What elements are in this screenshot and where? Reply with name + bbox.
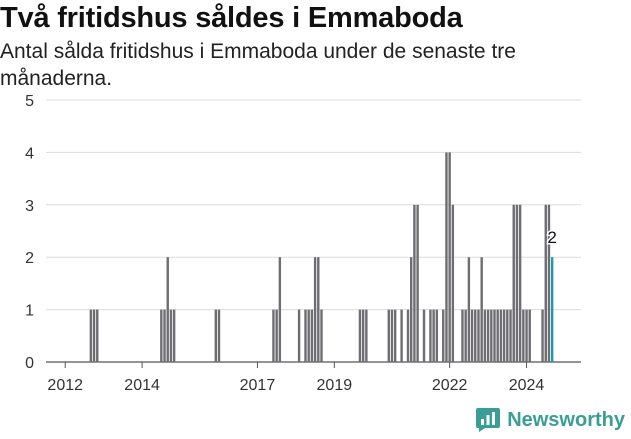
chart-title: Två fritidshus såldes i Emmaboda [0,2,463,34]
bar [400,309,403,362]
bar [490,309,493,362]
newsworthy-logo-icon [476,408,501,432]
x-tick-label: 2017 [240,377,276,394]
y-tick-label: 3 [25,198,34,215]
highlight-value-label: 2 [547,228,556,247]
bar [470,309,474,362]
bar [502,309,506,362]
bar [89,309,93,362]
bar [445,152,448,362]
bar [365,309,368,362]
bar [275,309,278,362]
bar [317,257,320,362]
x-tick-label: 2019 [317,377,353,394]
y-tick-label: 0 [25,355,34,372]
bar [496,309,499,362]
bar [358,309,362,362]
bar [272,309,275,362]
bar [522,309,525,362]
bar [387,309,390,362]
bar [406,309,410,362]
bar [304,309,307,362]
bar [509,309,512,362]
bar [160,309,163,362]
bar [525,309,528,362]
bar [480,257,483,362]
bar [390,309,394,362]
bar [461,309,464,362]
x-tick-label: 2012 [47,377,83,394]
bar [310,309,314,362]
bar [96,309,99,362]
bar [166,257,169,362]
bar [512,204,515,362]
bar [448,152,451,362]
bar [486,309,490,362]
x-tick-label: 2014 [124,377,160,394]
bar [499,309,503,362]
bar [451,204,455,362]
x-tick-label: 2022 [432,377,468,394]
bar [493,309,496,362]
bar [163,309,166,362]
bar [474,309,477,362]
bar [544,204,547,362]
bar [506,309,509,362]
bar [432,309,435,362]
bar [528,309,531,362]
bar [410,257,413,362]
bar [416,204,419,362]
bar [361,309,365,362]
bar [483,309,487,362]
bar [172,309,176,362]
bar [307,309,310,362]
y-tick-label: 4 [25,145,34,162]
bar [217,309,221,362]
bar [92,309,96,362]
bar [442,309,445,362]
bar [320,309,323,362]
bar [297,309,301,362]
chart-subtitle: Antal sålda fritidshus i Emmaboda under … [0,40,516,90]
bar [477,309,480,362]
bar [422,309,426,362]
bar [169,309,173,362]
bar [467,257,471,362]
bar [278,257,282,362]
bar [313,257,317,362]
bar [547,204,551,362]
y-tick-label: 2 [25,250,34,267]
bar [393,309,397,362]
y-tick-label: 5 [25,93,34,110]
y-tick-label: 1 [25,303,34,320]
x-tick-label: 2024 [509,377,545,394]
bar [464,309,467,362]
highlighted-bar [550,257,554,362]
bar [435,309,439,362]
bar [541,309,544,362]
newsworthy-logo: Newsworthy [475,407,625,433]
bar [429,309,432,362]
newsworthy-logo-text: Newsworthy [507,408,625,431]
bar [413,204,416,362]
bar [518,204,522,362]
bar [214,309,217,362]
bar [515,204,519,362]
